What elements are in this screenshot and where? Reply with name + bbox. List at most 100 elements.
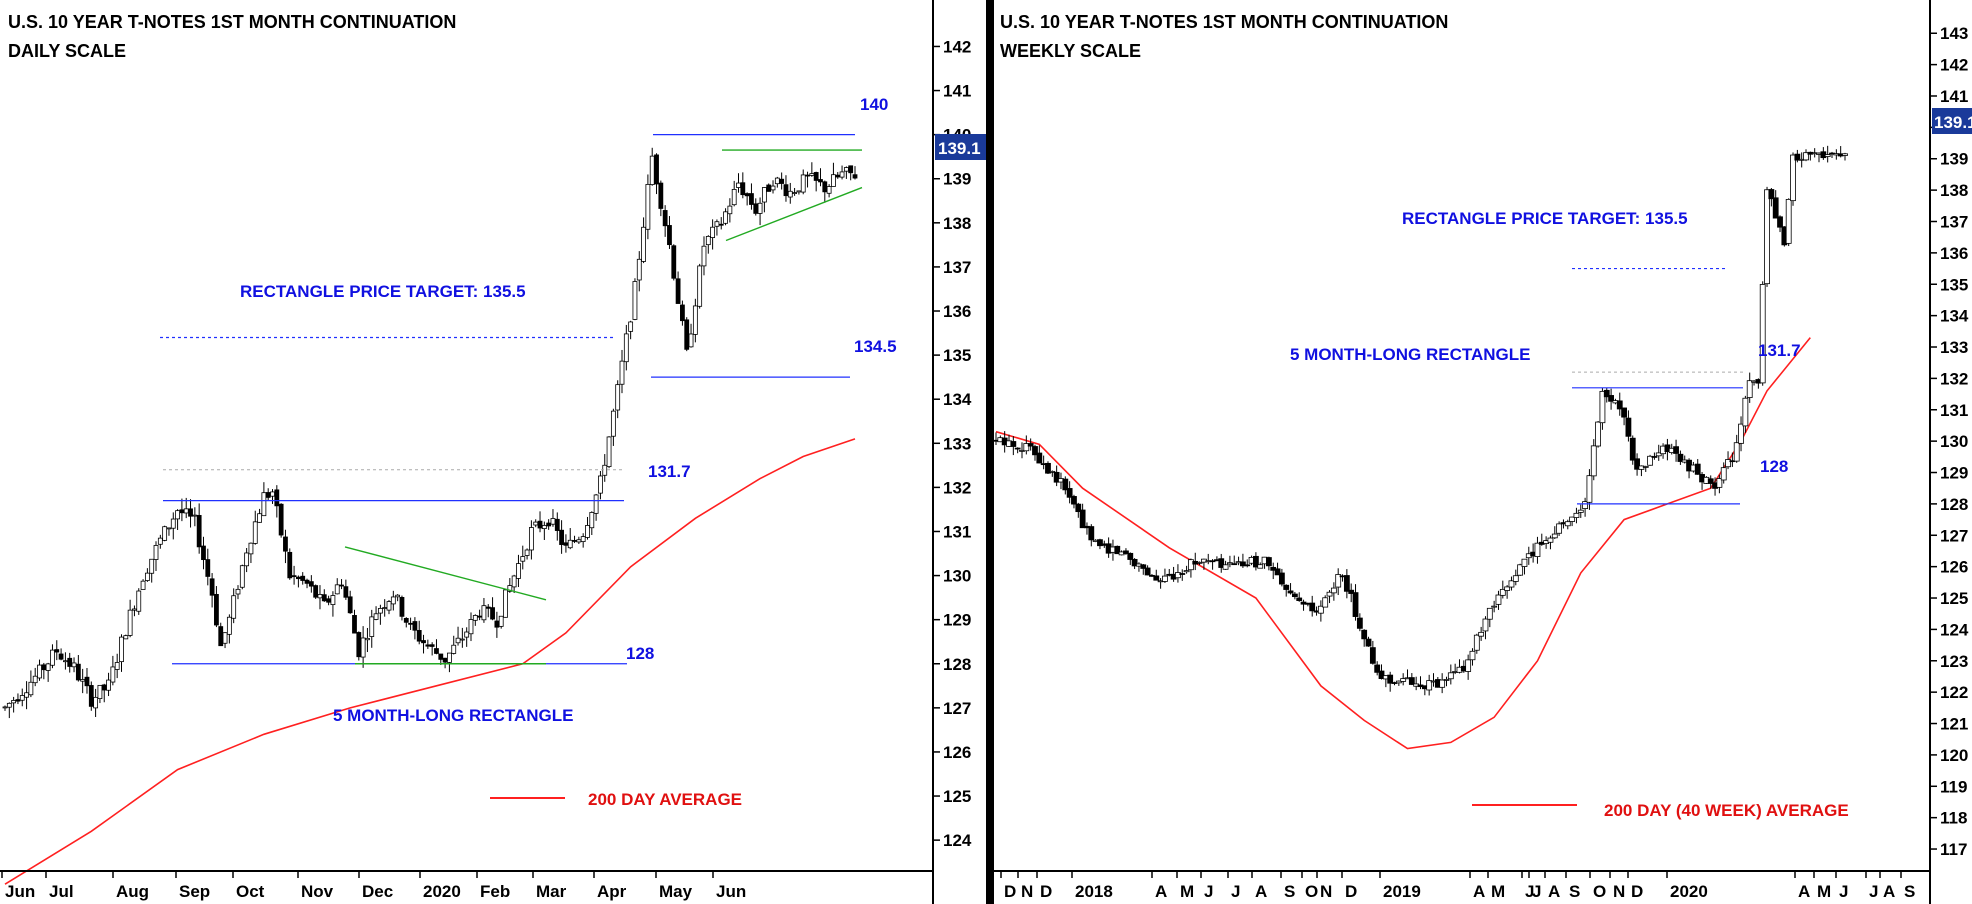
candle xyxy=(1504,585,1511,599)
candle xyxy=(1287,583,1294,595)
candle xyxy=(1188,558,1194,578)
candle xyxy=(636,251,642,292)
y-axis-tick-label: 129 xyxy=(943,611,971,630)
candle xyxy=(818,168,823,187)
candle xyxy=(528,520,534,560)
candle xyxy=(1278,568,1285,587)
candle xyxy=(1408,673,1415,686)
candle xyxy=(1049,470,1056,477)
x-axis-tick-label: 2018 xyxy=(1075,882,1113,901)
y-axis-tick-label: 142 xyxy=(943,37,971,56)
y-axis-tick-label: 130 xyxy=(1940,432,1968,451)
candle xyxy=(1803,149,1809,162)
candle xyxy=(106,672,111,697)
candle xyxy=(615,380,621,419)
candle xyxy=(313,584,319,599)
y-axis-tick-label: 120 xyxy=(1940,746,1968,765)
candle xyxy=(386,600,392,615)
y-axis-tick-label: 135 xyxy=(1940,275,1968,294)
x-axis-tick-label: 2019 xyxy=(1383,882,1421,901)
candle xyxy=(1027,438,1034,451)
y-axis-tick-label: 131 xyxy=(943,522,971,541)
y-axis-tick-label: 124 xyxy=(943,831,972,850)
candle xyxy=(1114,545,1121,555)
candle xyxy=(1469,648,1476,666)
weekly-x-axis-ticks: D N D 2018 A M J J A S O N D 2019 A M JJ A S O N D 2020 A M J J A S xyxy=(1000,871,1915,901)
candle xyxy=(1616,392,1623,416)
candle xyxy=(1079,503,1086,529)
candle xyxy=(813,171,819,192)
candle xyxy=(45,662,51,682)
candle xyxy=(1374,661,1381,676)
candle xyxy=(1629,435,1636,465)
y-axis-tick-label: 135 xyxy=(943,346,971,365)
daily-rectangle-label: 5 MONTH-LONG RECTANGLE xyxy=(333,706,574,725)
candle xyxy=(343,579,349,600)
candle xyxy=(1296,592,1303,602)
y-axis-tick-label: 131 xyxy=(1940,401,1968,420)
candle xyxy=(559,520,564,554)
candle xyxy=(464,627,470,647)
candle xyxy=(783,175,789,202)
y-axis-tick-label: 141 xyxy=(1940,87,1968,106)
candle xyxy=(218,622,224,647)
candle xyxy=(252,510,258,545)
x-axis-tick-label: A xyxy=(1255,882,1267,901)
candle xyxy=(623,324,629,371)
candle xyxy=(1573,507,1580,524)
candle xyxy=(19,688,25,707)
x-axis-tick-label: N xyxy=(1021,882,1033,901)
candle xyxy=(1586,469,1593,510)
candle xyxy=(127,599,133,638)
candle xyxy=(1443,676,1450,687)
x-axis-tick-label: J xyxy=(1525,882,1534,901)
candle xyxy=(1335,568,1342,596)
y-axis-tick-label: 121 xyxy=(1940,715,1968,734)
x-axis-tick-label: M xyxy=(1491,882,1505,901)
candle xyxy=(1777,215,1783,233)
y-axis-tick-label: 125 xyxy=(1940,589,1968,608)
candle xyxy=(214,586,219,628)
y-axis-tick-label: 138 xyxy=(1940,181,1968,200)
candle xyxy=(50,644,55,669)
candle xyxy=(1045,461,1051,474)
candle xyxy=(149,558,155,583)
candle xyxy=(1499,580,1506,599)
candle xyxy=(688,323,694,348)
candle xyxy=(757,197,763,226)
candle xyxy=(429,642,435,656)
y-axis-tick-label: 117 xyxy=(1940,840,1967,859)
candle xyxy=(1088,524,1095,547)
candle xyxy=(610,408,616,446)
candle xyxy=(692,298,698,343)
candle xyxy=(1742,395,1749,433)
candle xyxy=(697,263,703,309)
candle xyxy=(619,349,625,394)
candle xyxy=(403,617,409,628)
candle xyxy=(196,503,202,554)
candle xyxy=(1517,563,1524,576)
candle xyxy=(308,575,314,593)
candle xyxy=(231,588,237,624)
y-axis-tick-label: 119 xyxy=(1940,777,1967,796)
candle xyxy=(1465,654,1472,680)
candle xyxy=(632,278,638,321)
candle xyxy=(1240,553,1246,568)
candle xyxy=(321,589,327,602)
candle xyxy=(97,684,103,704)
candle xyxy=(641,217,646,264)
candle xyxy=(1764,186,1770,287)
candle xyxy=(1508,576,1515,591)
candle xyxy=(339,579,344,590)
candle xyxy=(1071,494,1077,509)
daily-x-axis-ticks: Jun Jul Aug Sep Oct Nov Dec 2020 Feb Mar Apr May Jun xyxy=(1,871,746,901)
candle xyxy=(412,617,418,640)
candle xyxy=(114,653,120,679)
candle xyxy=(330,591,336,617)
candle xyxy=(472,614,478,626)
descending-trendline xyxy=(344,546,547,601)
candle xyxy=(287,548,293,580)
weekly-chart-title-line1: U.S. 10 YEAR T-NOTES 1ST MONTH CONTINUAT… xyxy=(1000,12,1448,32)
candle xyxy=(1473,633,1480,654)
candle xyxy=(718,217,724,230)
